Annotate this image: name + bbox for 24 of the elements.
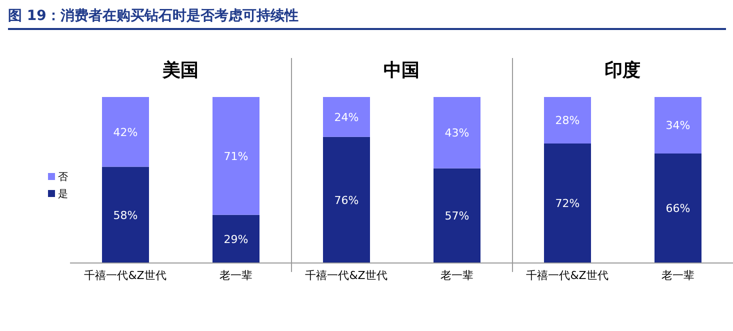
- x-tick-label: 老一辈: [661, 268, 694, 282]
- data-label: 43%: [444, 126, 470, 140]
- data-label: 42%: [113, 126, 138, 139]
- legend-label: 是: [58, 188, 68, 200]
- x-tick-label: 千禧一代&Z世代: [526, 268, 608, 282]
- chart-title: 中国: [382, 59, 420, 82]
- text: 图 19：消费者在购买钻石时是否考虑可持续性: [8, 7, 298, 25]
- x-tick-label: 千禧一代&Z世代: [84, 268, 166, 282]
- data-label: 71%: [224, 150, 248, 163]
- chart-title: 印度: [604, 59, 642, 82]
- data-label: 66%: [666, 202, 690, 216]
- data-label: 34%: [666, 119, 690, 132]
- x-tick-label: 老一辈: [440, 268, 474, 282]
- x-tick-label: 老一辈: [219, 268, 252, 282]
- chart-title: 美国: [161, 59, 200, 82]
- data-label: 57%: [444, 210, 470, 223]
- data-label: 28%: [555, 114, 580, 128]
- legend-label: 否: [58, 170, 68, 184]
- data-label: 29%: [224, 232, 248, 246]
- x-tick-label: 千禧一代&Z世代: [305, 268, 388, 282]
- data-label: 58%: [113, 208, 138, 222]
- data-label: 76%: [334, 194, 359, 207]
- data-label: 72%: [555, 197, 580, 210]
- data-label: 24%: [334, 110, 359, 124]
